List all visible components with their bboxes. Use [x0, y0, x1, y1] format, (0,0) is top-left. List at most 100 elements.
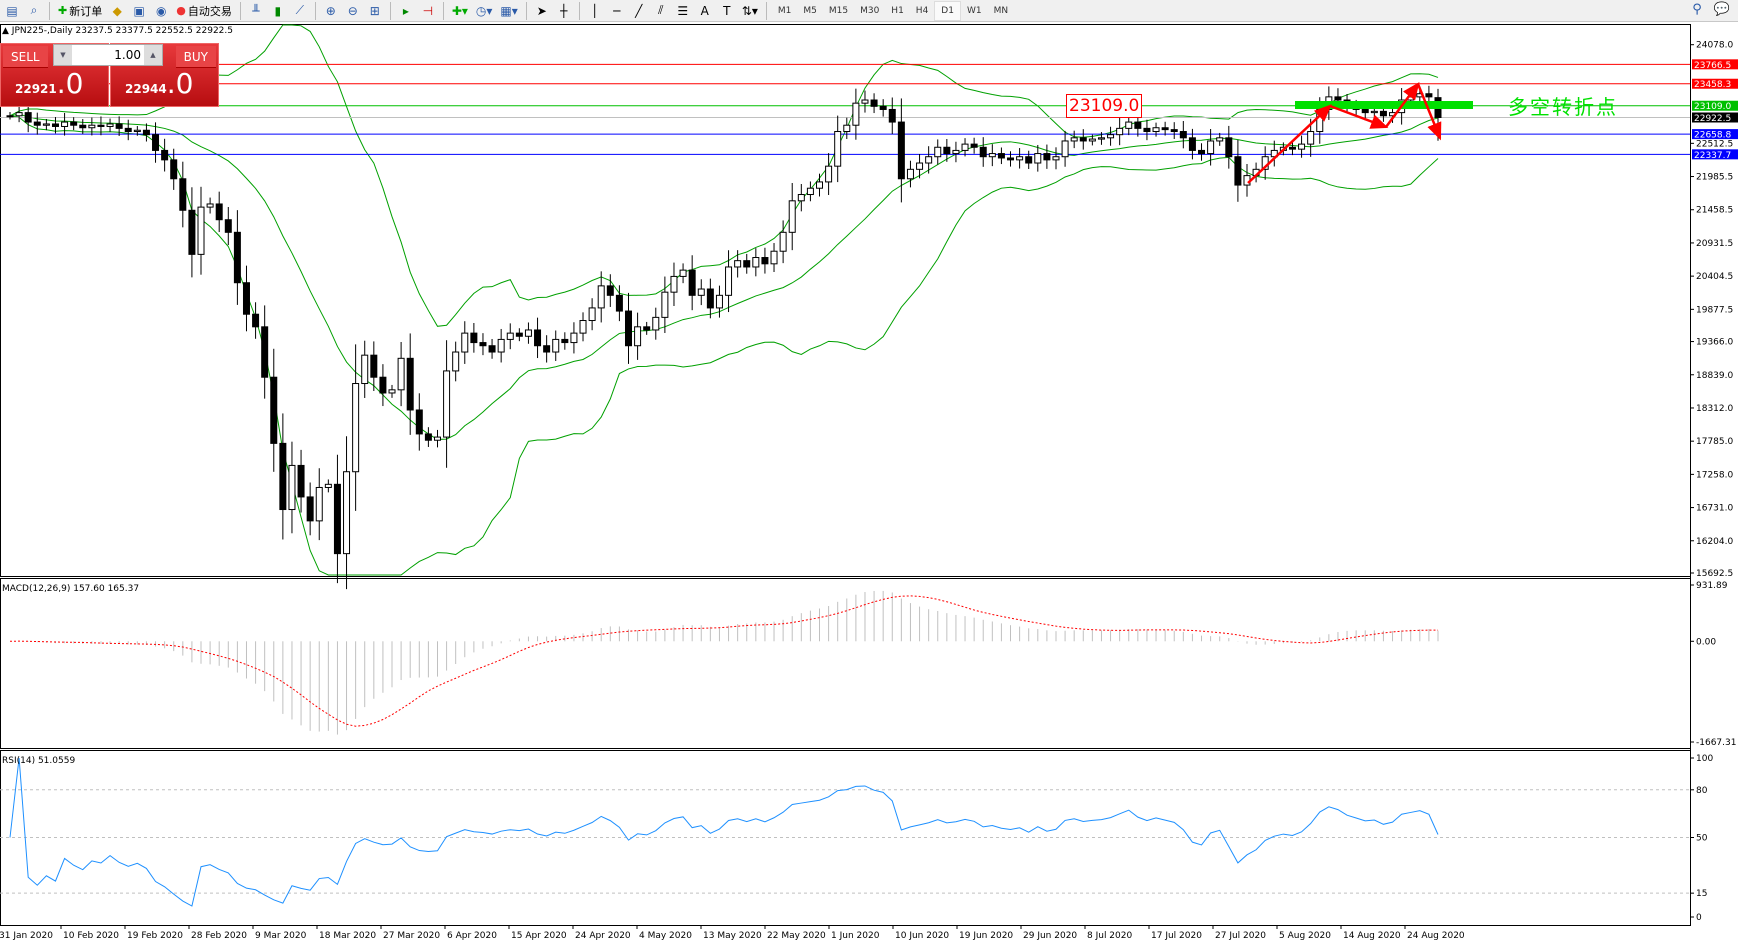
zoom-chart-icon[interactable]: ⌕ — [30, 3, 38, 17]
candle — [1198, 149, 1206, 155]
candle — [170, 159, 178, 180]
timeframe-mn[interactable]: MN — [993, 5, 1009, 16]
tile-windows-icon[interactable]: ⊞ — [369, 3, 380, 18]
bar-chart-icon[interactable]: ╨ — [252, 3, 260, 18]
autoscroll-icon[interactable]: ▸ — [402, 3, 409, 18]
candle — [1007, 157, 1015, 161]
search-icon[interactable]: ⚲ — [1692, 2, 1702, 17]
lot-increase-button[interactable]: ▲ — [144, 45, 162, 65]
text-icon[interactable]: A — [700, 3, 709, 18]
trendline-icon[interactable]: ╱ — [635, 3, 643, 18]
arrows-icon[interactable]: ⇅▾ — [741, 3, 758, 18]
timeframe-h4[interactable]: H4 — [915, 5, 929, 16]
chat-icon[interactable]: 💬 — [1713, 2, 1730, 17]
candle — [415, 409, 423, 435]
rsi-tick-label: 15 — [1696, 889, 1707, 899]
vertical-line-icon[interactable]: │ — [591, 3, 599, 18]
candle — [834, 131, 842, 167]
candle — [488, 345, 496, 353]
candle — [215, 203, 223, 221]
templates-icon[interactable]: ▦▾ — [500, 3, 518, 18]
timeframe-d1[interactable]: D1 — [934, 0, 961, 21]
candle — [288, 464, 296, 511]
rsi-tick-label: 50 — [1696, 834, 1708, 844]
sell-label: SELL — [3, 46, 48, 68]
price-tick-label: 21985.5 — [1696, 173, 1733, 183]
indicators-icon[interactable]: ✚▾ — [451, 3, 468, 18]
timeframe-m15[interactable]: M15 — [828, 5, 849, 16]
candlestick-icon[interactable]: ▮ — [274, 3, 282, 18]
separator — [389, 1, 391, 20]
candle — [734, 260, 742, 268]
chart-header-text: JPN225-,Daily 23237.5 23377.5 22552.5 22… — [11, 26, 233, 36]
time-tick-label: 24 Apr 2020 — [575, 931, 631, 941]
horizontal-line-icon[interactable]: ─ — [613, 3, 621, 18]
separator — [525, 1, 527, 20]
auto-trading-button[interactable]: ● 自动交易 — [173, 1, 235, 21]
collapse-triangle-icon[interactable]: ▲ — [2, 26, 12, 36]
time-tick-label: 5 Aug 2020 — [1279, 931, 1331, 941]
bollinger-lower — [9, 115, 1439, 576]
periods-clock-icon[interactable]: ◷▾ — [475, 3, 493, 18]
candle — [1134, 121, 1142, 129]
zoom-in-icon[interactable]: ⊕ — [325, 3, 336, 18]
candle — [1052, 156, 1060, 161]
price-tick-label: 20931.5 — [1696, 239, 1733, 249]
candle — [297, 464, 305, 498]
timeframe-w1[interactable]: W1 — [966, 5, 982, 16]
lot-decrease-button[interactable]: ▼ — [54, 45, 72, 65]
pivot-price-label: 23109.0 — [1066, 94, 1143, 118]
equidistant-channel-icon[interactable]: ⫽ — [658, 3, 664, 17]
candle — [779, 231, 787, 252]
candle — [797, 194, 805, 202]
candle — [261, 326, 269, 378]
candle — [843, 124, 851, 133]
new-order-button[interactable]: ✚ 新订单 — [55, 1, 105, 21]
timeframe-m30[interactable]: M30 — [860, 5, 880, 16]
zoom-out-icon[interactable]: ⊖ — [347, 3, 358, 18]
candle — [51, 123, 59, 127]
history-icon[interactable]: ◆ — [112, 3, 122, 18]
candle — [943, 146, 951, 155]
buy-price-frac: .0 — [166, 67, 194, 100]
candle — [406, 357, 414, 411]
candle — [242, 282, 250, 315]
candle — [452, 351, 460, 372]
candle — [152, 134, 160, 151]
timeframe-m5[interactable]: M5 — [803, 5, 817, 16]
price-tick-label: 18839.0 — [1696, 371, 1733, 381]
time-tick-label: 29 Jun 2020 — [1023, 931, 1077, 941]
terminal-icon[interactable]: ▣ — [133, 3, 145, 18]
candle — [852, 102, 860, 126]
new-chart-icon[interactable]: ▤ — [6, 3, 18, 18]
crosshair-icon[interactable]: ┼ — [560, 3, 568, 18]
line-chart-icon[interactable]: ⟋ — [295, 3, 305, 17]
timeframe-m1[interactable]: M1 — [777, 5, 792, 16]
chart-canvas[interactable]: 24078.0 22512.5 21985.5 21458.5 20931.5 20404… — [0, 24, 1738, 946]
candle — [161, 149, 169, 161]
timeframe-h1[interactable]: H1 — [891, 5, 904, 16]
candle — [743, 260, 751, 268]
price-tick-label: 19877.5 — [1696, 305, 1733, 315]
level-price-box — [1692, 100, 1738, 111]
fibonacci-icon[interactable]: ☰ — [677, 3, 689, 18]
cursor-icon[interactable]: ➤ — [536, 3, 547, 18]
signal-icon[interactable]: ◉ — [155, 3, 167, 18]
candle — [197, 206, 205, 255]
level-price-label: 22922.5 — [1694, 114, 1731, 124]
macd-signal-line — [9, 595, 1439, 727]
candle — [1125, 121, 1133, 129]
candle — [934, 146, 942, 158]
lot-input[interactable] — [72, 48, 144, 62]
candle — [1370, 110, 1378, 114]
candle — [315, 486, 323, 522]
candle — [634, 326, 642, 347]
chart-shift-icon[interactable]: ⊣ — [422, 3, 434, 18]
price-tick-label: 20404.5 — [1696, 272, 1733, 282]
time-tick-label: 24 Aug 2020 — [1407, 931, 1465, 941]
candle — [570, 332, 578, 344]
candle — [1379, 110, 1387, 117]
candle — [306, 496, 314, 522]
text-label-icon[interactable]: T — [723, 3, 731, 18]
macd-label: MACD(12,26,9) 157.60 165.37 — [2, 584, 139, 594]
